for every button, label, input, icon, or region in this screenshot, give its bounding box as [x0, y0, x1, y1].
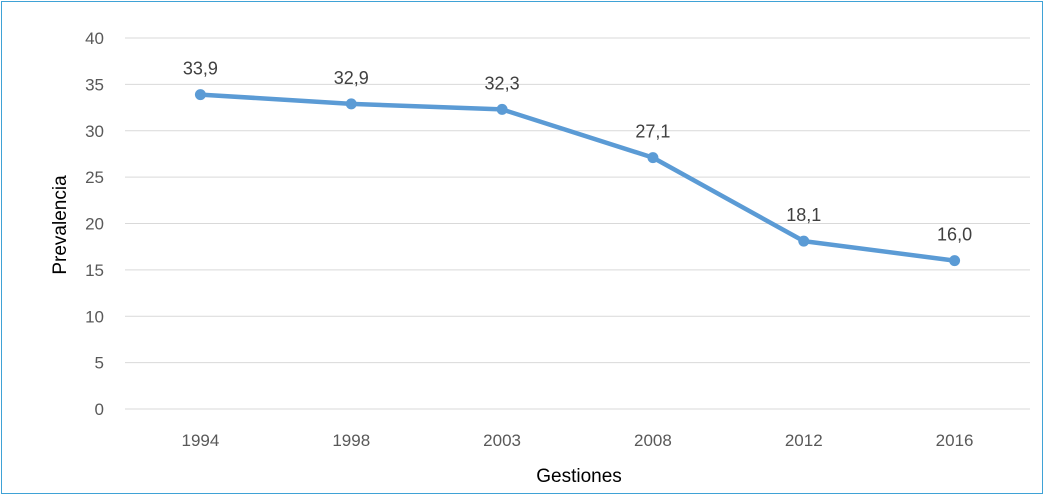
y-tick-label: 20: [85, 215, 104, 234]
data-point: [798, 235, 810, 247]
y-tick-label: 35: [85, 75, 104, 94]
x-axis-ticks: 1994 1998 2003 2008 2012 2016: [182, 431, 974, 450]
data-label: 33,9: [183, 59, 218, 79]
data-point: [647, 152, 659, 164]
x-axis-title: Gestiones: [536, 466, 622, 487]
y-tick-label: 25: [85, 168, 104, 187]
y-tick-label: 30: [85, 122, 104, 141]
x-tick-label: 2008: [634, 431, 672, 450]
gridlines: [125, 37, 1030, 410]
x-tick-label: 2003: [483, 431, 521, 450]
series-line: [198, 92, 957, 263]
y-axis-ticks: 0 5 10 15 20 25 30 35 40: [85, 29, 104, 419]
data-label: 18,1: [786, 205, 821, 225]
x-tick-label: 1994: [182, 431, 220, 450]
series-layer: [194, 89, 961, 267]
data-point: [496, 103, 508, 115]
y-tick-label: 15: [85, 261, 104, 280]
x-tick-label: 2012: [785, 431, 823, 450]
y-tick-label: 40: [85, 29, 104, 48]
x-tick-label: 1998: [332, 431, 370, 450]
data-labels: 33,9 32,9 32,3 27,1 18,1 16,0: [183, 59, 972, 245]
data-point: [194, 89, 206, 101]
data-label: 32,3: [485, 73, 520, 93]
data-point: [949, 255, 961, 267]
data-label: 27,1: [635, 122, 670, 142]
y-tick-label: 5: [95, 354, 104, 373]
y-tick-label: 0: [95, 400, 104, 419]
y-axis-title: Prevalencia: [50, 175, 71, 275]
data-label: 32,9: [334, 68, 369, 88]
data-label: 16,0: [937, 225, 972, 245]
data-point: [345, 98, 357, 110]
y-tick-label: 10: [85, 307, 104, 326]
x-tick-label: 2016: [936, 431, 974, 450]
